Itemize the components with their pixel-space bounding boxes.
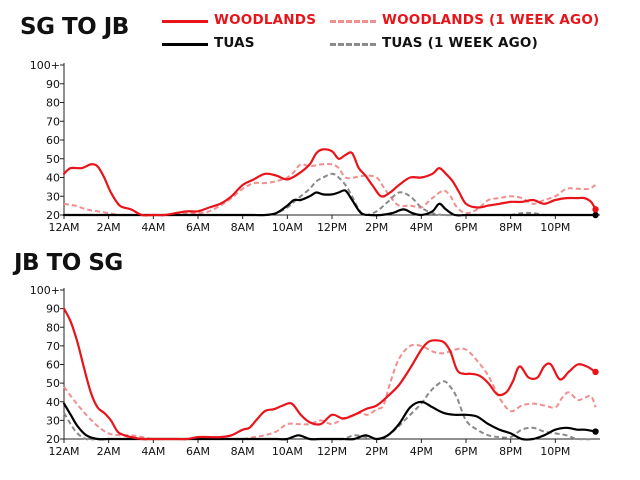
chart2-x-tick-label: 6AM [186,445,210,458]
chart2-y-tick-label: 100+ [30,284,60,297]
chart1-y-tick-label: 80 [46,97,60,110]
chart-title-sg-to-jb: SG TO JB [20,14,129,40]
chart1-x-tick-label: 12PM [317,221,347,234]
legend-label-tuas-week-ago: TUAS (1 WEEK AGO) [382,35,538,51]
legend-label-tuas: TUAS [214,35,255,51]
chart2-y-tick-label: 60 [46,359,60,372]
chart1-x-tick-label: 8AM [231,221,255,234]
chart1-series-woodlands-1-week-ago [63,163,597,217]
chart1-y-tick-label: 40 [46,172,60,185]
chart2-x-tick-label: 8AM [231,445,255,458]
chart2-x-tick-label: 8PM [499,445,522,458]
legend-swatch-tuas-week-ago [330,43,376,46]
chart2-y-tick-label: 80 [46,321,60,334]
chart2-series-woodlands [62,307,597,441]
chart1-series-woodlands-endpoint [592,206,599,213]
chart1-series-tuas [62,189,597,217]
chart1-x-tick-label: 10AM [272,221,303,234]
chart1-x-tick-label: 8PM [499,221,522,234]
chart2-y-tick-label: 50 [46,377,60,390]
chart1-y-tick-label: 70 [46,115,60,128]
chart2-series-tuas-endpoint [592,428,599,435]
chart2-x-tick-label: 4PM [410,445,433,458]
chart1-y-tick-label: 50 [46,153,60,166]
chart1-series-tuas-endpoint [592,211,599,219]
chart2-series-woodlands-endpoint [592,368,599,376]
chart2-x-tick-label: 12PM [317,445,347,458]
chart2-series-tuas-1-week-ago [63,380,596,441]
chart1-x-tick-label: 10PM [540,221,570,234]
chart2-x-tick-label: 10AM [272,445,303,458]
chart1-x-tick-label: 4PM [410,221,433,234]
legend-swatch-woodlands [162,20,208,23]
chart1-y-tick-label: 100+ [30,59,60,72]
chart2-x-tick-label: 2AM [97,445,121,458]
chart2-series-woodlands-1-week-ago [63,343,597,441]
chart2-series-tuas [62,400,597,441]
chart1-y-tick-label: 30 [46,190,60,203]
chart1-y-tick-label: 90 [46,78,60,91]
chart1-y-tick-label: 60 [46,134,60,147]
legend-swatch-woodlands-week-ago [330,20,376,23]
chart1-x-tick-label: 2AM [97,221,121,234]
chart2-y-tick-label: 20 [46,433,60,446]
legend-label-woodlands-week-ago: WOODLANDS (1 WEEK AGO) [382,12,600,28]
chart2-y-tick-label: 30 [46,414,60,427]
legend-swatch-tuas [162,43,208,46]
chart2-y-tick-label: 90 [46,303,60,316]
chart2-y-tick-label: 70 [46,340,60,353]
chart-title-jb-to-sg: JB TO SG [14,250,123,276]
chart1-x-tick-label: 6PM [454,221,477,234]
chart2-x-tick-label: 4AM [141,445,165,458]
chart1-y-tick-label: 20 [46,209,60,222]
chart1-x-tick-label: 12AM [48,221,79,234]
chart2-x-tick-label: 10PM [540,445,570,458]
chart1-x-tick-label: 6AM [186,221,210,234]
chart2-x-tick-label: 12AM [48,445,79,458]
chart2-y-tick-label: 40 [46,396,60,409]
chart2-x-tick-label: 2PM [365,445,388,458]
chart2-x-tick-label: 6PM [454,445,477,458]
legend-label-woodlands: WOODLANDS [214,12,317,28]
chart1-x-tick-label: 4AM [141,221,165,234]
chart1-x-tick-label: 2PM [365,221,388,234]
chart1-series-woodlands [62,148,597,217]
